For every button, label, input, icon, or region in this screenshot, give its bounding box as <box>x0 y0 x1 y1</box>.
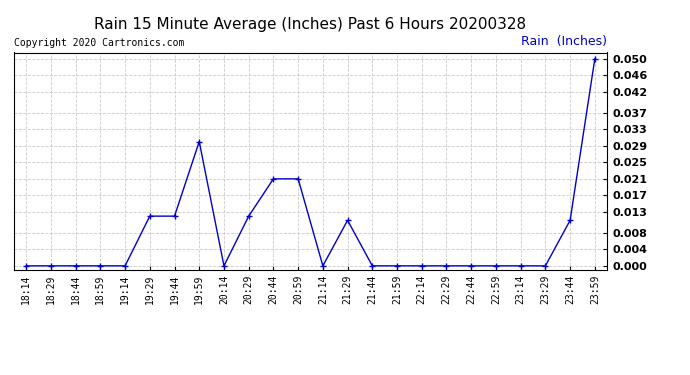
Text: Rain  (Inches): Rain (Inches) <box>521 35 607 48</box>
Text: Copyright 2020 Cartronics.com: Copyright 2020 Cartronics.com <box>14 38 184 48</box>
Text: Rain 15 Minute Average (Inches) Past 6 Hours 20200328: Rain 15 Minute Average (Inches) Past 6 H… <box>95 17 526 32</box>
